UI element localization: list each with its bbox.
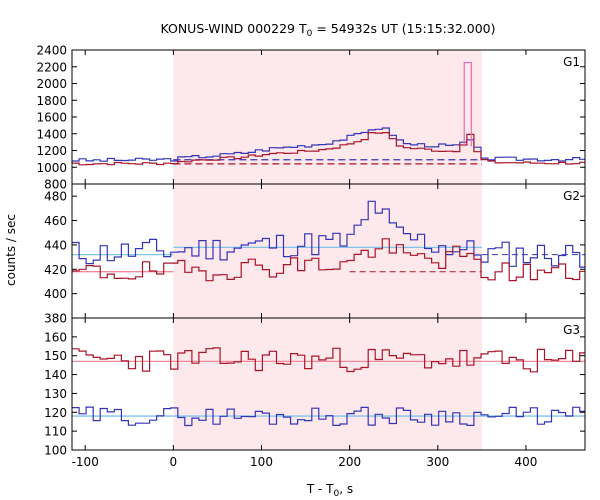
panel-label: G3 bbox=[563, 323, 580, 337]
shaded-interval bbox=[173, 50, 482, 184]
panel-plot-area bbox=[72, 184, 585, 318]
chart-title: KONUS-WIND 000229 T0 = 54932s UT (15:15:… bbox=[160, 21, 495, 39]
x-axis: -100 0 100 200 300 400 bbox=[72, 318, 537, 469]
y-tick-label: 100 bbox=[44, 444, 67, 458]
series-red-g2 bbox=[72, 238, 585, 282]
panel-plot-area bbox=[72, 50, 585, 184]
panel-g1: 800 1000 1200 1400 1600 1800 2000 2200 2400 G1 bbox=[36, 44, 586, 192]
shaded-interval bbox=[173, 318, 482, 450]
series-red-g1 bbox=[72, 132, 585, 166]
y-tick-label: 1600 bbox=[36, 111, 67, 125]
y-tick-label: 480 bbox=[44, 190, 67, 204]
y-axis-label: counts / sec bbox=[4, 214, 18, 286]
y-tick-label: 2000 bbox=[36, 77, 67, 91]
panels-group: 80010001200140016001800200022002400G1380… bbox=[36, 44, 586, 469]
x-axis-label: T - T0, s bbox=[306, 482, 353, 499]
x-tick-label: 0 bbox=[170, 455, 178, 469]
y-tick-label: 1000 bbox=[36, 161, 67, 175]
panel-label: G2 bbox=[563, 189, 580, 203]
panel-label: G1 bbox=[563, 55, 580, 69]
y-axis: 380 400 420 440 460 480 bbox=[44, 190, 585, 326]
y-tick-label: 460 bbox=[44, 214, 67, 228]
y-tick-label: 120 bbox=[44, 406, 67, 420]
series-blue-g3 bbox=[72, 406, 585, 427]
x-tick-label: 300 bbox=[426, 455, 449, 469]
panel-frame bbox=[71, 317, 586, 451]
series-spike bbox=[463, 61, 472, 147]
series-blue-g1 bbox=[72, 127, 585, 162]
y-tick-label: 800 bbox=[44, 178, 67, 192]
y-tick-label: 440 bbox=[44, 238, 67, 252]
y-tick-label: 380 bbox=[44, 312, 67, 326]
panel-g3: 100 110 120 130 140 150 160 -100 0 100 200 300 400 G3 bbox=[44, 317, 586, 469]
y-tick-label: 1400 bbox=[36, 127, 67, 141]
series-red-g3 bbox=[72, 347, 585, 373]
x-tick-label: -100 bbox=[72, 455, 99, 469]
y-tick-label: 1200 bbox=[36, 144, 67, 158]
x-tick-label: 400 bbox=[514, 455, 537, 469]
panel-g2: 380 400 420 440 460 480 G2 bbox=[44, 183, 586, 326]
x-tick-label: 200 bbox=[338, 455, 361, 469]
y-tick-label: 2200 bbox=[36, 60, 67, 74]
y-tick-label: 140 bbox=[44, 368, 67, 382]
y-tick-label: 160 bbox=[44, 330, 67, 344]
panel-plot-area bbox=[72, 318, 585, 450]
y-tick-label: 130 bbox=[44, 387, 67, 401]
x-tick-label: 100 bbox=[250, 455, 273, 469]
y-tick-label: 1800 bbox=[36, 94, 67, 108]
y-axis: 800 1000 1200 1400 1600 1800 2000 2200 2400 bbox=[36, 44, 585, 192]
y-tick-label: 400 bbox=[44, 287, 67, 301]
y-tick-label: 110 bbox=[44, 425, 67, 439]
shaded-interval bbox=[173, 184, 482, 318]
y-tick-label: 420 bbox=[44, 263, 67, 277]
x-axis bbox=[84, 184, 527, 318]
y-axis: 100 110 120 130 140 150 160 bbox=[44, 330, 585, 458]
x-axis bbox=[84, 50, 527, 184]
y-tick-label: 150 bbox=[44, 349, 67, 363]
y-tick-label: 2400 bbox=[36, 44, 67, 58]
series-blue-g2 bbox=[72, 200, 585, 268]
